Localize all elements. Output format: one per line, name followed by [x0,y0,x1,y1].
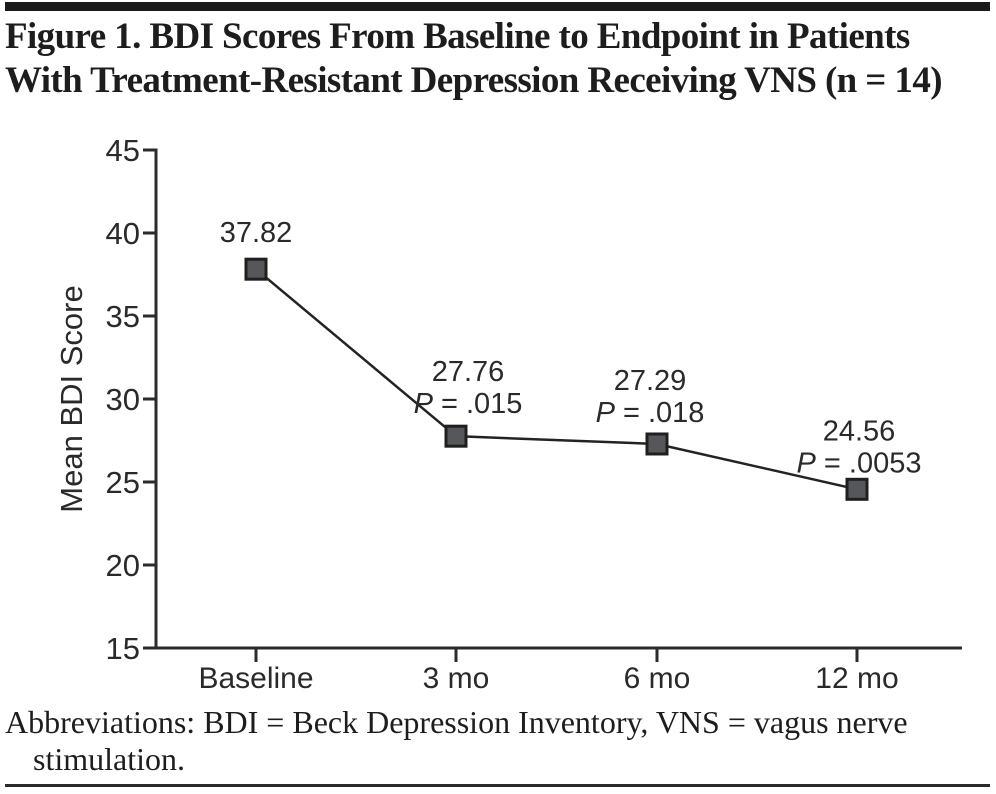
series-line [255,268,858,491]
x-tick-label: Baseline [198,662,313,695]
y-tick-label: 45 [106,133,140,168]
y-tick-label: 15 [106,631,140,666]
p-value-label: P = .015 [414,388,523,420]
figure-title: Figure 1. BDI Scores From Baseline to En… [5,15,943,103]
y-axis-tick-labels: 15 20 25 30 35 40 45 [106,133,140,666]
abbreviations-line-2: stimulation. [33,741,185,777]
y-tick-label: 25 [106,465,140,500]
x-tick-label: 6 mo [624,662,691,695]
p-value-rest: = .015 [433,388,523,420]
value-label: 37.82 [220,217,293,249]
p-value-label: P = .0053 [797,447,922,479]
abbreviations-line-1: Abbreviations: BDI = Beck Depression Inv… [5,704,908,740]
p-value-italic-p: P [596,397,616,429]
value-label: 27.76 [432,356,505,388]
p-value-label: P = .018 [596,397,705,429]
data-point-marker [444,424,468,448]
y-tick-label: 20 [106,548,140,583]
data-point-marker [244,257,268,281]
x-tick-label: 3 mo [423,662,490,695]
p-value-italic-p: P [414,388,434,420]
abbreviations-note: Abbreviations: BDI = Beck Depression Inv… [5,704,908,778]
y-tick-label: 35 [106,299,140,334]
data-point-marker [645,432,669,456]
y-tick-label: 40 [106,216,140,251]
top-rule [5,2,990,11]
bottom-rule [5,784,990,787]
x-tick-label: 12 mo [815,662,898,695]
p-value-rest: = .018 [615,397,705,429]
series-group [244,257,869,501]
figure-title-line-2: With Treatment-Resistant Depression Rece… [5,60,943,101]
y-axis-ticks [143,148,156,650]
data-point-marker [845,477,869,501]
y-axis-title: Mean BDI Score [54,285,89,512]
value-label: 24.56 [823,415,896,447]
x-axis-ticks [254,648,859,662]
y-tick-label: 30 [106,382,140,417]
figure-title-line-1: Figure 1. BDI Scores From Baseline to En… [5,16,910,57]
value-label: 27.29 [614,365,687,397]
p-value-rest: = .0053 [816,447,922,479]
x-axis-tick-labels: Baseline 3 mo 6 mo 12 mo [198,662,898,695]
p-value-italic-p: P [797,447,817,479]
